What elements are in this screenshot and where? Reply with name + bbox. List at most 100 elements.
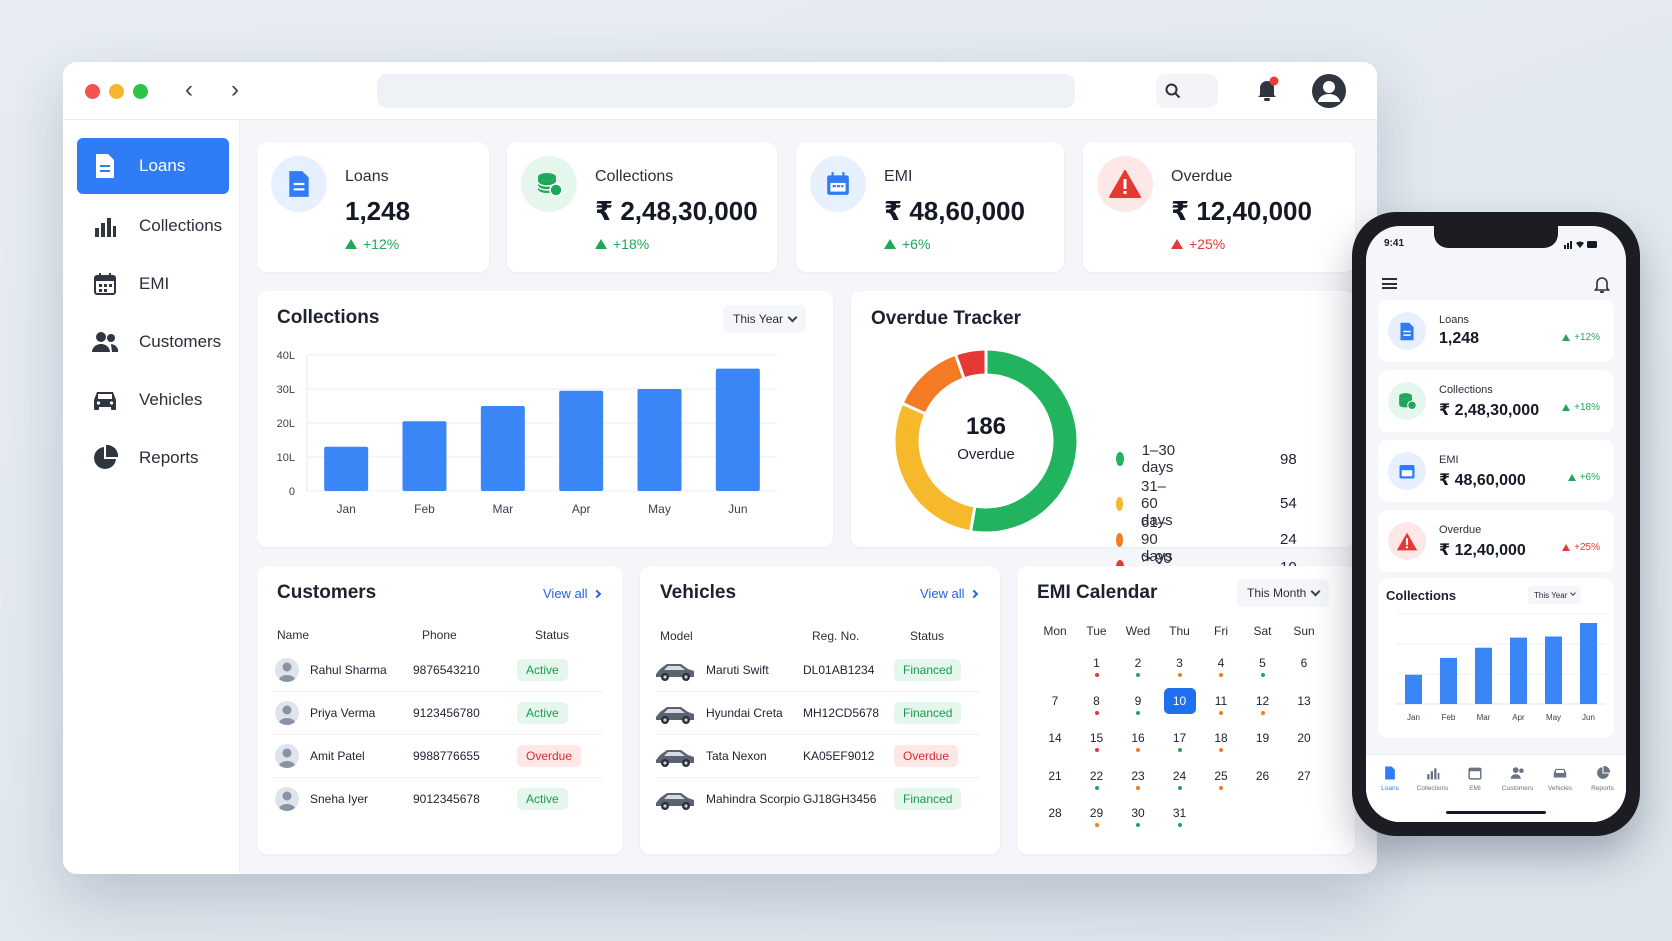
minimize-window-button[interactable] [109, 84, 124, 99]
calendar-day[interactable]: 1 [1093, 656, 1100, 670]
bar[interactable] [480, 406, 525, 491]
phone-tab-customers[interactable]: Customers [1497, 765, 1539, 792]
back-icon[interactable]: ‹ [185, 76, 193, 103]
calendar-day[interactable]: 13 [1297, 693, 1311, 708]
bar[interactable] [559, 390, 604, 491]
emi-due-dot [1094, 823, 1099, 827]
calendar-day[interactable]: 25 [1214, 768, 1228, 783]
calendar-day[interactable]: 16 [1131, 731, 1145, 745]
calendar-day[interactable]: 23 [1131, 768, 1145, 783]
calendar-day[interactable]: 26 [1255, 768, 1270, 783]
legend-value: 98 [1280, 450, 1297, 468]
calendar-day[interactable]: 3 [1176, 656, 1183, 670]
calendar-day[interactable]: 20 [1297, 731, 1311, 745]
phone-collections-title: Collections [1386, 588, 1457, 603]
sidebar-item-customers[interactable]: Customers [77, 314, 229, 370]
donut-slice[interactable] [900, 352, 967, 416]
calendar-day[interactable]: 17 [1172, 731, 1187, 745]
donut-slice[interactable] [953, 347, 988, 381]
kpi-card-overdue[interactable]: Overdue ₹ 12,40,000 +25% [1083, 142, 1355, 272]
calendar-day[interactable]: 12 [1255, 693, 1270, 708]
bell-icon[interactable] [1594, 276, 1610, 294]
calendar-day[interactable]: 9 [1134, 693, 1142, 708]
calendar-day[interactable]: 30 [1131, 806, 1145, 820]
sidebar-item-vehicles[interactable]: Vehicles [77, 372, 229, 428]
calendar-day[interactable]: 29 [1089, 806, 1104, 820]
bar[interactable] [1510, 637, 1527, 704]
phone-kpi-loans[interactable]: Loans 1,248 +12% [1378, 300, 1614, 362]
calendar-day[interactable]: 22 [1089, 768, 1104, 783]
bar[interactable] [324, 446, 369, 491]
calendar-day[interactable]: 5 [1259, 656, 1266, 670]
phone-tab-vehicles[interactable]: Vehicles [1539, 765, 1581, 792]
search-button[interactable] [1156, 74, 1218, 108]
calendar-icon [810, 156, 866, 212]
phone-kpi-collections[interactable]: Collections ₹ 2,48,30,000 +18% [1378, 370, 1614, 432]
forward-icon[interactable]: › [231, 76, 239, 103]
calendar-day[interactable]: 14 [1048, 731, 1062, 745]
maximize-window-button[interactable] [133, 84, 148, 99]
calendar-day[interactable]: 21 [1048, 768, 1062, 783]
sidebar-item-reports[interactable]: Reports [77, 430, 229, 486]
phone-kpi-overdue[interactable]: Overdue ₹ 12,40,000 +25% [1378, 510, 1614, 572]
calendar-day[interactable]: 18 [1214, 731, 1228, 745]
sidebar-item-emi[interactable]: EMI [77, 256, 229, 312]
kpi-card-collections[interactable]: Collections ₹ 2,48,30,000 +18% [507, 142, 777, 272]
alert-icon [1388, 522, 1426, 560]
calendar-day[interactable]: 11 [1214, 693, 1228, 708]
phone-tab-collections[interactable]: Collections [1412, 765, 1454, 792]
calendar-filter[interactable]: This Month [1237, 579, 1330, 607]
customers-view-all-link[interactable]: View all [543, 586, 601, 601]
calendar-day[interactable]: 27 [1297, 768, 1311, 783]
phone-kpi-emi[interactable]: EMI ₹ 48,60,000 +6% [1378, 440, 1614, 502]
calendar-day[interactable]: 15 [1089, 731, 1104, 745]
vehicles-view-all-link[interactable]: View all [920, 586, 978, 601]
address-bar[interactable] [377, 74, 1075, 108]
phone-tab-emi[interactable]: EMI [1454, 765, 1496, 792]
sidebar-item-collections[interactable]: Collections [77, 198, 229, 254]
bar[interactable] [715, 368, 760, 491]
calendar-day[interactable]: 10 [1163, 687, 1196, 714]
calendar-day[interactable]: 8 [1093, 693, 1100, 708]
phone-tab-loans[interactable]: Loans [1369, 765, 1411, 792]
close-window-button[interactable] [85, 84, 100, 99]
calendar-day[interactable]: 24 [1172, 768, 1187, 783]
bar[interactable] [1580, 623, 1597, 704]
weekday-label: Sat [1253, 624, 1272, 638]
sidebar-item-label: EMI [139, 274, 170, 293]
phone-collections-filter[interactable]: This Year [1528, 586, 1582, 604]
x-tick-label: Mar [492, 502, 513, 516]
bar[interactable] [1545, 636, 1562, 705]
bar[interactable] [1475, 647, 1492, 704]
donut-slice[interactable] [968, 347, 1080, 535]
kpi-card-emi[interactable]: EMI ₹ 48,60,000 +6% [796, 142, 1064, 272]
collections-filter[interactable]: This Year [723, 305, 807, 333]
collections-title: Collections [277, 307, 380, 328]
bar[interactable] [637, 389, 682, 491]
bar[interactable] [402, 421, 447, 491]
emi-due-dot [1177, 785, 1182, 790]
calendar-day[interactable]: 31 [1172, 806, 1187, 820]
bar[interactable] [1440, 657, 1457, 704]
sidebar-item-loans[interactable]: Loans [77, 138, 229, 194]
bar[interactable] [1405, 674, 1422, 704]
avatar [275, 658, 299, 682]
user-avatar[interactable] [1312, 74, 1346, 108]
calendar-day[interactable]: 19 [1255, 731, 1270, 745]
x-tick-label: Mar [1477, 713, 1491, 722]
calendar-day[interactable]: 2 [1134, 656, 1142, 670]
calendar-title: EMI Calendar [1037, 582, 1158, 603]
avatar [275, 744, 299, 768]
calendar-day[interactable]: 6 [1300, 656, 1308, 670]
menu-icon[interactable] [1382, 278, 1397, 289]
x-tick-label: Jan [1407, 713, 1420, 722]
phone-notch [1434, 226, 1558, 248]
calendar-day[interactable]: 7 [1051, 693, 1059, 708]
calendar-day[interactable]: 4 [1217, 656, 1225, 670]
notification-button[interactable] [1253, 76, 1281, 109]
status-badge: Financed [894, 702, 962, 724]
phone-tab-reports[interactable]: Reports [1582, 765, 1624, 792]
calendar-day[interactable]: 28 [1048, 806, 1062, 820]
kpi-card-loans[interactable]: Loans 1,248 +12% [257, 142, 489, 272]
legend-dot [1116, 496, 1123, 511]
